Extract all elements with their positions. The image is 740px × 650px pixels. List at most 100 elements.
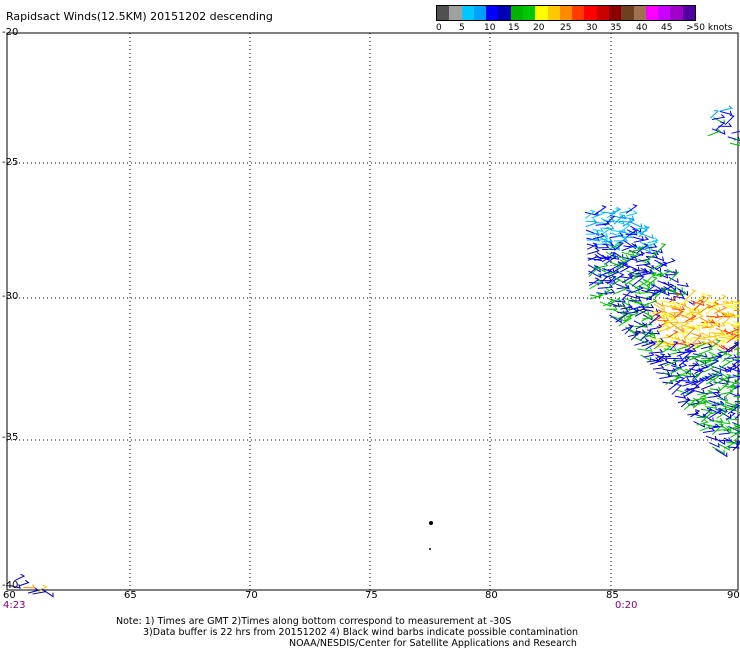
wind-barb <box>705 303 719 315</box>
wind-barb <box>14 573 26 582</box>
legend-swatch <box>547 6 560 20</box>
wind-barb <box>634 329 646 334</box>
wind-barb <box>640 268 652 274</box>
wind-barb <box>645 291 659 299</box>
wind-barb <box>688 352 704 361</box>
wind-barb <box>709 370 721 379</box>
wind-barb <box>594 262 609 269</box>
wind-barb <box>718 429 731 435</box>
wind-barb <box>645 253 659 259</box>
wind-barb <box>700 346 714 355</box>
wind-barb <box>665 321 680 331</box>
legend-label: 0 <box>436 23 442 33</box>
wind-barb <box>27 587 40 594</box>
wind-barb <box>669 304 682 310</box>
wind-barb <box>705 300 717 305</box>
wind-barb <box>633 306 646 313</box>
wind-barb <box>715 121 726 131</box>
wind-barb <box>733 328 740 335</box>
wind-barb <box>700 343 713 350</box>
wind-barb <box>616 284 630 290</box>
wind-barb <box>670 366 681 375</box>
wind-barb <box>639 232 654 240</box>
wind-barb <box>635 256 651 263</box>
wind-barb <box>613 262 628 273</box>
wind-barb <box>626 251 640 262</box>
wind-barb <box>723 441 735 449</box>
wind-barb <box>681 349 694 361</box>
wind-barb <box>717 401 727 409</box>
wind-barb <box>693 420 706 428</box>
wind-barb <box>669 341 679 351</box>
wind-barb <box>646 276 658 287</box>
wind-barb <box>645 308 659 314</box>
wind-barb <box>671 384 683 395</box>
wind-barb <box>685 363 698 375</box>
wind-barb <box>641 331 655 339</box>
wind-barb <box>714 294 727 302</box>
wind-barb <box>695 398 709 406</box>
wind-barb <box>725 300 740 309</box>
wind-barb <box>669 292 682 303</box>
wind-barb <box>41 588 54 598</box>
wind-barb <box>705 374 720 385</box>
wind-barb <box>704 316 715 327</box>
legend-swatch <box>621 6 634 20</box>
legend-label: 25 <box>560 23 572 33</box>
wind-barb <box>622 255 636 265</box>
wind-barb <box>624 324 635 335</box>
wind-barb <box>705 358 720 369</box>
wind-barb <box>687 410 700 416</box>
lon-label-65: 65 <box>124 590 137 601</box>
note-line-3: NOAA/NESDIS/Center for Satellite Applica… <box>289 638 577 649</box>
wind-barb <box>690 409 701 418</box>
wind-barb <box>709 408 724 419</box>
wind-barb <box>649 262 663 271</box>
wind-barb <box>638 226 650 238</box>
wind-barb <box>589 293 601 298</box>
wind-barb <box>683 399 696 411</box>
wind-barb <box>621 242 637 252</box>
wind-barb <box>674 394 687 399</box>
wind-barb <box>668 312 681 318</box>
legend-label: >50 knots <box>686 23 733 33</box>
wind-barb <box>680 398 691 408</box>
wind-barb <box>719 382 729 392</box>
wind-barb <box>596 290 608 295</box>
lon-label-80: 80 <box>485 590 498 601</box>
wind-barb <box>705 404 718 409</box>
wind-barb <box>645 341 657 350</box>
legend-swatch <box>559 6 573 20</box>
wind-barb <box>732 358 740 363</box>
wind-barb <box>709 339 722 350</box>
wind-barb <box>652 300 664 307</box>
legend-label: 20 <box>533 23 545 33</box>
wind-barb <box>624 275 638 286</box>
wind-barb <box>607 240 619 250</box>
wind-barb <box>709 417 724 423</box>
wind-barb <box>629 297 642 302</box>
wind-barb <box>698 375 710 385</box>
wind-barb <box>685 314 697 322</box>
wind-barb <box>699 424 712 432</box>
wind-barb <box>606 208 621 219</box>
wind-barb <box>734 377 740 383</box>
legend-label: 5 <box>459 23 465 33</box>
wind-barb <box>669 271 680 281</box>
legend-swatch <box>658 6 671 20</box>
wind-barb <box>725 327 738 335</box>
wind-barb <box>612 272 625 282</box>
legend-swatch <box>449 6 462 20</box>
wind-barb <box>637 347 653 352</box>
wind-barb <box>719 110 733 116</box>
wind-barb <box>697 358 713 367</box>
wind-barb <box>665 375 680 385</box>
wind-barb <box>732 440 740 451</box>
wind-barb <box>687 383 699 396</box>
wind-barb <box>728 342 740 353</box>
wind-barb <box>671 364 682 370</box>
legend-swatch <box>682 6 695 20</box>
wind-barb <box>657 321 670 331</box>
wind-barb <box>657 316 670 321</box>
